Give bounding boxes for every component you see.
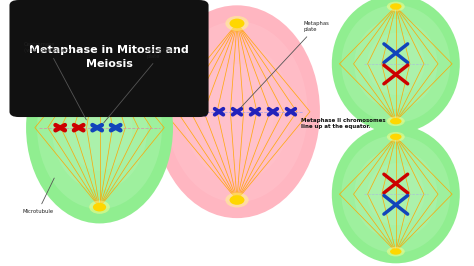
Ellipse shape [229, 19, 245, 28]
Ellipse shape [332, 125, 460, 263]
Ellipse shape [200, 64, 274, 160]
Ellipse shape [390, 3, 401, 10]
Ellipse shape [354, 19, 438, 109]
Ellipse shape [367, 33, 425, 95]
Text: Metaphase in Mitosis and
Meiosis: Metaphase in Mitosis and Meiosis [29, 45, 189, 69]
Ellipse shape [37, 46, 162, 209]
Ellipse shape [66, 85, 133, 171]
Text: Centromere
(with kinetochore): Centromere (with kinetochore) [24, 42, 86, 120]
Ellipse shape [183, 43, 291, 181]
Text: Metaphase II chromosomes
line up at the equator.: Metaphase II chromosomes line up at the … [301, 118, 386, 129]
FancyBboxPatch shape [9, 0, 209, 117]
Ellipse shape [26, 32, 173, 223]
Ellipse shape [390, 248, 401, 255]
Ellipse shape [89, 201, 110, 214]
Ellipse shape [341, 5, 450, 123]
Ellipse shape [229, 195, 245, 205]
Text: Metaphas
plate: Metaphas plate [241, 21, 329, 107]
Ellipse shape [52, 65, 147, 190]
Ellipse shape [332, 0, 460, 133]
Ellipse shape [89, 41, 110, 55]
Text: Microtubule: Microtubule [22, 178, 54, 214]
Ellipse shape [93, 44, 106, 52]
Ellipse shape [387, 117, 405, 126]
Ellipse shape [225, 193, 248, 207]
Ellipse shape [166, 21, 308, 202]
Ellipse shape [387, 247, 405, 256]
Ellipse shape [225, 16, 248, 31]
Ellipse shape [354, 149, 438, 239]
Ellipse shape [154, 5, 320, 218]
Text: Metaphase
plate: Metaphase plate [104, 48, 176, 123]
Ellipse shape [93, 203, 106, 211]
Ellipse shape [367, 163, 425, 225]
Ellipse shape [390, 134, 401, 140]
Ellipse shape [390, 118, 401, 124]
Ellipse shape [387, 2, 405, 11]
Ellipse shape [387, 132, 405, 142]
Ellipse shape [341, 135, 450, 253]
